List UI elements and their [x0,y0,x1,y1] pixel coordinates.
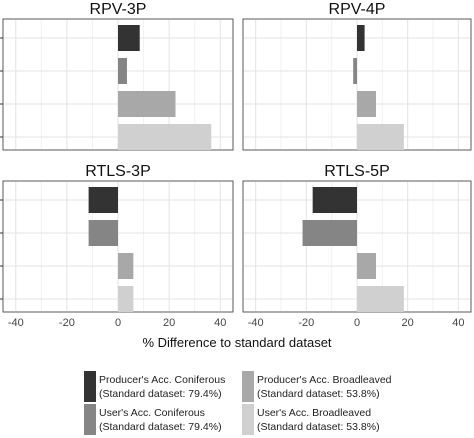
bar-user-s-acc-coniferous [118,58,127,84]
bar-producer-s-acc-coniferous [88,187,118,213]
bar-producer-s-acc-broadleaved [118,253,134,279]
x-tick-label: -40 [248,317,264,329]
bar-user-s-acc-coniferous [88,220,118,246]
legend-label: User's Acc. Coniferous [99,407,205,419]
legend-swatch [242,404,254,435]
legend-item: User's Acc. Broadleaved (Standard dataset… [242,404,380,435]
legend: Producer's Acc. Coniferous (Standard data… [84,371,392,435]
legend-note: (Standard dataset: 53.8%) [257,388,380,400]
bar-producer-s-acc-coniferous [118,25,140,51]
bar-user-s-acc-coniferous [302,220,357,246]
legend-note: (Standard dataset: 79.4%) [99,421,222,433]
legend-label: Producer's Acc. Broadleaved [257,374,392,386]
legend-item: Producer's Acc. Broadleaved (Standard dat… [242,371,392,402]
panel-title: RTLS-3P [85,163,151,180]
bar-producer-s-acc-broadleaved [118,91,176,117]
panel-rtls-5p: RTLS-5P -40 -20 0 20 40 [242,163,472,329]
bar-user-s-acc-broadleaved [357,286,404,312]
panel-rpv-3p: RPV-3P [0,1,234,151]
panels: RPV-3P RPV-4P RTLS-3P -40 -20 0 20 40 RTLS-5P -40… [0,1,472,329]
legend-swatch [84,404,96,435]
legend-swatch [84,371,96,402]
panel-rpv-4p: RPV-4P [242,1,472,151]
bar-producer-s-acc-broadleaved [357,91,376,117]
x-axis-title: % Difference to standard dataset [142,335,331,350]
x-tick-label: -40 [8,317,24,329]
legend-note: (Standard dataset: 79.4%) [99,388,222,400]
legend-item: Producer's Acc. Coniferous (Standard data… [84,371,225,402]
x-tick-label: 0 [354,317,360,329]
panel-title: RTLS-5P [324,163,390,180]
legend-swatch [242,371,254,402]
bar-user-s-acc-broadleaved [357,124,404,150]
legend-label: Producer's Acc. Coniferous [99,374,225,386]
panel-title: RPV-4P [329,1,386,18]
legend-label: User's Acc. Broadleaved [257,407,371,419]
bar-user-s-acc-coniferous [353,58,357,84]
panel-title: RPV-3P [90,1,147,18]
x-tick-label: 20 [163,317,175,329]
x-tick-label: -20 [298,317,314,329]
bar-producer-s-acc-coniferous [357,25,365,51]
bar-user-s-acc-broadleaved [118,124,212,150]
x-tick-label: -20 [59,317,75,329]
panel-rtls-3p: RTLS-3P -40 -20 0 20 40 [0,163,234,329]
legend-item: User's Acc. Coniferous (Standard dataset:… [84,404,222,435]
x-tick-label: 0 [115,317,121,329]
bar-user-s-acc-broadleaved [118,286,134,312]
bar-producer-s-acc-broadleaved [357,253,376,279]
legend-note: (Standard dataset: 53.8%) [257,421,380,433]
x-tick-label: 20 [402,317,414,329]
x-tick-label: 40 [214,317,226,329]
x-tick-label: 40 [452,317,464,329]
bar-producer-s-acc-coniferous [312,187,357,213]
